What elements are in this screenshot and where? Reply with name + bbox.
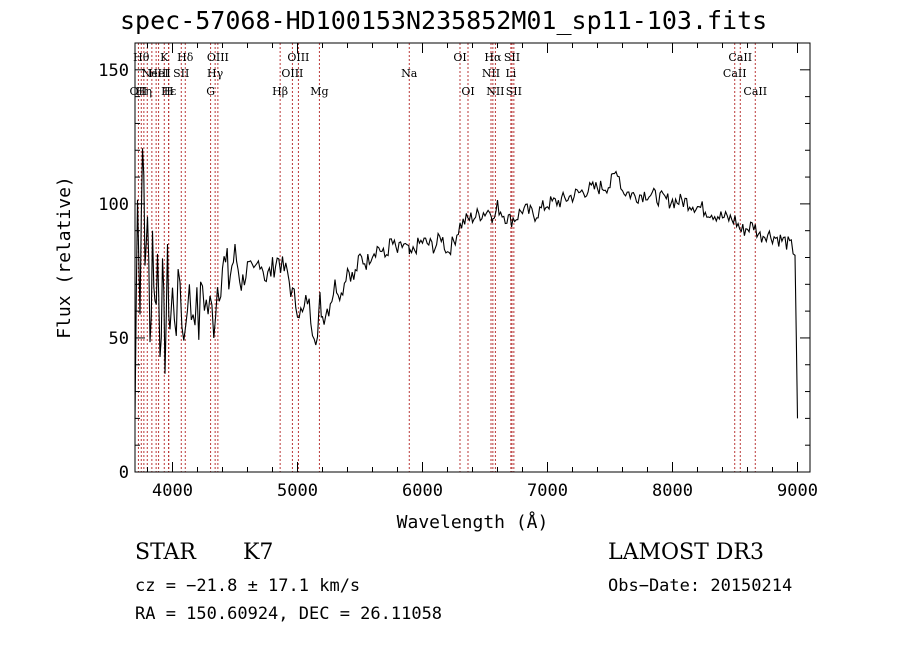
spectral-line-label: OIII bbox=[207, 51, 229, 64]
spectral-line-label: OI bbox=[453, 51, 466, 64]
x-tick-label: 7000 bbox=[527, 481, 568, 501]
spectral-line-markers bbox=[137, 43, 756, 472]
spectral-line-label: OIII bbox=[281, 67, 303, 80]
spectral-line-label: Mg bbox=[310, 85, 328, 98]
ra-dec: RA = 150.60924, DEC = 26.11058 bbox=[135, 604, 443, 624]
y-tick-label: 100 bbox=[98, 195, 129, 215]
object-class: STAR bbox=[135, 540, 196, 565]
spectral-line-label: Hγ bbox=[207, 67, 224, 80]
survey-name: LAMOST DR3 bbox=[608, 540, 764, 565]
redshift-cz: cz = −21.8 ± 17.1 km/s bbox=[135, 576, 361, 596]
spectral-line-label: SII bbox=[173, 67, 189, 80]
spectral-line-label: SII bbox=[504, 51, 520, 64]
obs-date: Obs−Date: 20150214 bbox=[608, 576, 793, 596]
spectral-line-label: Hβ bbox=[272, 85, 288, 98]
y-tick-label: 0 bbox=[119, 463, 129, 483]
spectral-line-label: SII bbox=[506, 85, 522, 98]
axis-ticks bbox=[135, 43, 810, 473]
spectral-line-label: OI bbox=[461, 85, 474, 98]
spectral-line-label: CaII bbox=[728, 51, 752, 64]
spectral-line-label: Hδ bbox=[177, 51, 194, 64]
spectral-line-label: NeIII bbox=[142, 67, 171, 80]
x-tick-label: 5000 bbox=[277, 481, 318, 501]
axis-tick-labels: 4000 5000 6000 7000 8000 9000 0 50 100 150 bbox=[98, 61, 818, 501]
spectral-line-label: Li bbox=[505, 67, 516, 80]
spectral-line-label: G bbox=[206, 85, 215, 98]
x-axis-label: Wavelength (Å) bbox=[397, 511, 549, 533]
spectral-line-label: Hη bbox=[136, 85, 152, 98]
y-tick-label: 150 bbox=[98, 61, 129, 81]
spectral-line-label: NII bbox=[482, 67, 500, 80]
spectral-line-label: Hθ bbox=[133, 51, 150, 64]
object-subclass: K7 bbox=[243, 540, 274, 565]
x-tick-label: 8000 bbox=[652, 481, 693, 501]
spectral-line-label: Na bbox=[401, 67, 418, 80]
spectral-line-label: HeI bbox=[148, 67, 168, 80]
x-tick-label: 6000 bbox=[402, 481, 443, 501]
spectrum-line bbox=[134, 148, 799, 419]
spectral-line-label: CaII bbox=[723, 67, 747, 80]
y-tick-label: 50 bbox=[109, 329, 129, 349]
x-tick-label: 4000 bbox=[152, 481, 193, 501]
x-tick-label: 9000 bbox=[777, 481, 818, 501]
spectral-line-label: NII bbox=[486, 85, 504, 98]
spectral-line-label: Hα bbox=[484, 51, 502, 64]
y-axis-label: Flux (relative) bbox=[54, 176, 75, 339]
spectral-line-label: Hε bbox=[161, 85, 177, 98]
spectral-line-label: K bbox=[160, 51, 169, 64]
spectral-line-label: H bbox=[164, 85, 174, 98]
chart-title: spec-57068-HD100153N235852M01_sp11-103.f… bbox=[120, 6, 768, 35]
spectral-line-label: OII bbox=[130, 85, 148, 98]
spectral-line-label: CaII bbox=[743, 85, 767, 98]
spectral-line-label: OIII bbox=[287, 51, 309, 64]
